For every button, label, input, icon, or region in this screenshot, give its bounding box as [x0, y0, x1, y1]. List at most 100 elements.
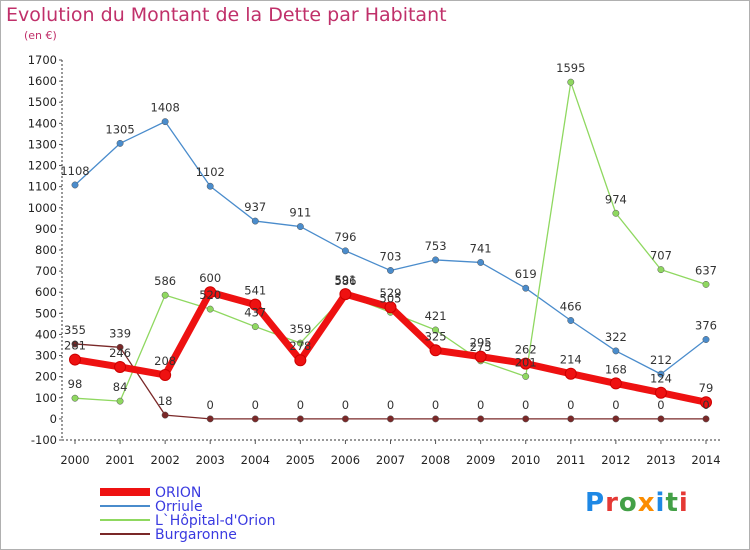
y-tick-label: 1000	[28, 201, 57, 215]
data-label-burgaronne: 0	[477, 398, 484, 412]
data-point-l-h-pital-d-orion	[522, 373, 530, 380]
data-label-l-h-pital-d-orion: 275	[470, 340, 492, 354]
data-point-burgaronne	[251, 415, 259, 423]
data-label-l-h-pital-d-orion: 98	[68, 377, 83, 391]
data-label-burgaronne: 355	[64, 323, 86, 337]
logo-letter: i	[678, 488, 689, 518]
data-label-l-h-pital-d-orion: 586	[334, 274, 356, 288]
data-point-orion	[654, 386, 667, 399]
y-tick-label: 300	[35, 349, 57, 363]
data-point-orion	[700, 396, 712, 409]
data-point-orion	[384, 301, 397, 314]
logo-letter: t	[665, 488, 679, 518]
data-label-l-h-pital-d-orion: 84	[113, 380, 128, 394]
data-label-burgaronne: 0	[432, 398, 439, 412]
logo-letter: P	[585, 488, 606, 518]
data-point-orriule	[567, 317, 575, 324]
y-tick-label: 800	[35, 243, 57, 257]
x-tick-label: 2007	[376, 453, 405, 467]
data-label-orion: 262	[515, 343, 537, 357]
x-tick-label: 2009	[466, 453, 495, 467]
data-point-l-h-pital-d-orion	[296, 339, 304, 347]
data-point-orriule	[206, 182, 214, 190]
legend-label-l-h-pital-d-orion: L`Hôpital-d'Orion	[155, 513, 276, 529]
data-label-orriule: 741	[470, 241, 492, 255]
y-tick-label: 500	[35, 306, 57, 320]
data-label-orion: 124	[650, 372, 672, 386]
data-point-orion	[519, 357, 532, 370]
data-point-orion	[294, 354, 307, 367]
y-tick-label: 200	[35, 370, 57, 384]
data-label-l-h-pital-d-orion: 437	[244, 306, 266, 320]
x-tick-label: 2008	[421, 453, 450, 467]
data-label-burgaronne: 0	[252, 398, 259, 412]
logo-letter: x	[637, 488, 656, 518]
data-point-burgaronne	[161, 411, 169, 419]
data-point-l-h-pital-d-orion	[71, 394, 79, 402]
data-label-orriule: 937	[244, 200, 266, 214]
data-point-l-h-pital-d-orion	[116, 397, 124, 405]
data-label-l-h-pital-d-orion: 505	[380, 291, 402, 305]
data-point-orion	[69, 353, 81, 366]
data-label-orriule: 911	[289, 206, 311, 220]
data-point-orion	[159, 368, 172, 381]
data-point-burgaronne	[116, 343, 124, 351]
data-point-l-h-pital-d-orion	[251, 323, 259, 331]
data-label-l-h-pital-d-orion: 637	[695, 263, 717, 277]
data-label-burgaronne: 0	[387, 398, 394, 412]
y-tick-label: 1500	[28, 95, 57, 109]
data-label-burgaronne: 0	[702, 398, 709, 412]
data-label-orion: 168	[605, 362, 627, 376]
data-label-burgaronne: 0	[567, 398, 574, 412]
data-labels: 1108 1305 1408 1102 937 911 796 703 753 741 619 466…	[60, 61, 717, 412]
legend-label-orriule: Orriule	[155, 499, 203, 515]
data-label-l-h-pital-d-orion: 421	[425, 309, 447, 323]
data-label-orion: 591	[334, 273, 356, 287]
data-point-orion	[609, 377, 622, 390]
data-label-orion: 325	[425, 329, 447, 343]
y-tick-label: 1100	[28, 180, 57, 194]
data-point-burgaronne	[657, 415, 665, 423]
x-tick-label: 2002	[151, 453, 180, 467]
x-tick-label: 2011	[556, 453, 585, 467]
data-label-burgaronne: 18	[158, 394, 173, 408]
data-label-burgaronne: 0	[342, 398, 349, 412]
y-tick-label: 100	[35, 391, 57, 405]
data-point-orion	[114, 360, 127, 373]
data-point-orriule	[71, 181, 79, 189]
y-tick-label: 900	[35, 222, 57, 236]
data-point-l-h-pital-d-orion	[657, 266, 665, 274]
data-label-burgaronne: 0	[612, 398, 619, 412]
data-label-orion: 295	[470, 336, 492, 350]
data-label-orion: 79	[699, 381, 714, 395]
data-label-burgaronne: 339	[109, 326, 131, 340]
data-label-l-h-pital-d-orion: 201	[515, 355, 537, 369]
data-label-l-h-pital-d-orion: 1595	[556, 61, 585, 75]
data-label-orion: 208	[154, 354, 176, 368]
x-tick-label: 2013	[646, 453, 675, 467]
data-label-l-h-pital-d-orion: 520	[199, 288, 221, 302]
y-tick-label: -100	[31, 433, 57, 447]
data-point-orion	[249, 298, 262, 311]
data-point-orriule	[522, 284, 530, 292]
data-point-orriule	[116, 139, 124, 147]
data-point-burgaronne	[477, 415, 485, 423]
data-point-orion	[429, 344, 442, 357]
data-point-burgaronne	[387, 415, 394, 423]
y-tick-label: 400	[35, 327, 57, 341]
data-point-burgaronne	[567, 415, 575, 423]
data-label-orion: 529	[380, 286, 402, 300]
data-point-orriule	[341, 247, 349, 255]
data-point-burgaronne	[206, 415, 214, 423]
data-label-burgaronne: 0	[522, 398, 529, 412]
data-point-orriule	[387, 267, 394, 274]
x-tick-label: 2014	[691, 453, 720, 467]
data-label-orion: 600	[199, 271, 221, 285]
x-tick-label: 2003	[196, 453, 225, 467]
data-point-orriule	[251, 217, 259, 225]
data-label-orion: 278	[289, 339, 311, 353]
data-point-l-h-pital-d-orion	[612, 209, 620, 217]
data-point-orriule	[657, 370, 665, 378]
